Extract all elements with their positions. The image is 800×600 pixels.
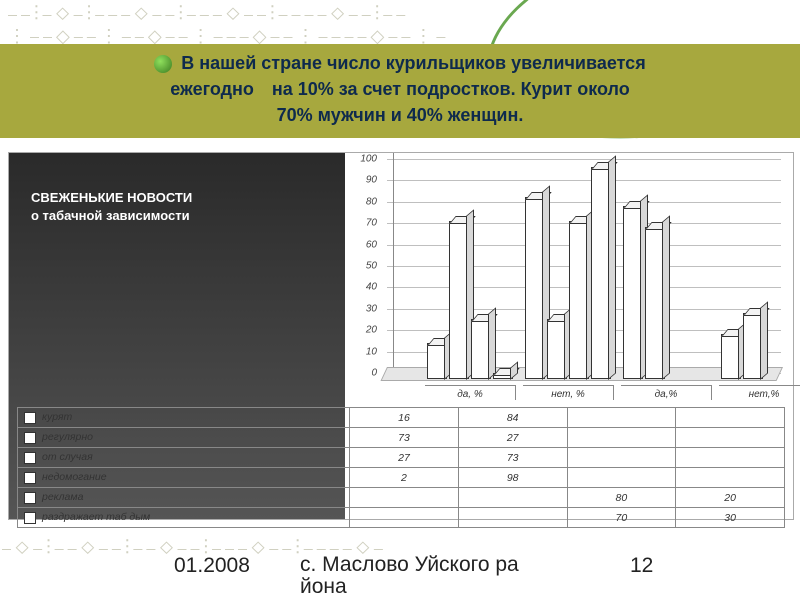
bar [743, 313, 763, 379]
y-tick-label: 80 [366, 196, 377, 207]
bar-group [525, 165, 615, 379]
table-cell [676, 448, 785, 468]
row-label: реклама [18, 488, 350, 508]
footer: 01.2008 с. Маслово Уйского ра йона 12 [0, 554, 800, 600]
table-cell: 80 [567, 488, 676, 508]
x-category-label: да,% [621, 385, 712, 400]
table-cell: 70 [567, 508, 676, 528]
bar [645, 227, 665, 379]
table-cell: 73 [350, 428, 459, 448]
table-cell [567, 428, 676, 448]
y-tick-label: 40 [366, 282, 377, 293]
y-tick-label: 90 [366, 175, 377, 186]
bar [721, 334, 741, 379]
table-cell: 27 [458, 428, 567, 448]
table-row: курят1684 [18, 408, 785, 428]
table-cell [567, 408, 676, 428]
table-cell: 2 [350, 468, 459, 488]
bar-group [721, 165, 800, 379]
y-tick-label: 30 [366, 303, 377, 314]
x-category-label: да, % [425, 385, 516, 400]
table-row: регулярно7327 [18, 428, 785, 448]
y-axis: 0102030405060708090100 [353, 159, 383, 379]
table-cell [676, 428, 785, 448]
table-row: раздражает таб дым 7030 [18, 508, 785, 528]
header-line-3: 70% мужчин и 40% женщин. [277, 105, 524, 125]
bullet-icon [154, 55, 172, 73]
table-cell [567, 468, 676, 488]
legend-box-icon [24, 512, 36, 524]
header-line-1: В нашей стране число курильщиков увеличи… [181, 53, 645, 73]
bar [427, 343, 447, 379]
data-table: курят1684регулярно7327от случая2773недом… [17, 407, 785, 528]
row-label: раздражает таб дым [18, 508, 350, 528]
header-text: В нашей стране число курильщиков увеличи… [0, 50, 800, 128]
legend-box-icon [24, 432, 36, 444]
bar [525, 197, 545, 379]
row-label: курят [18, 408, 350, 428]
table-row: недомогание298 [18, 468, 785, 488]
table-cell [350, 488, 459, 508]
footer-location: с. Маслово Уйского ра йона [300, 554, 519, 598]
plot-area: 0102030405060708090100 [353, 159, 785, 379]
bar [569, 221, 589, 379]
bar [591, 167, 611, 379]
table-cell: 20 [676, 488, 785, 508]
legend-box-icon [24, 492, 36, 504]
y-tick-label: 20 [366, 325, 377, 336]
table-cell [676, 408, 785, 428]
x-category-label: нет,% [719, 385, 800, 400]
sidebar-title-line2: о табачной зависимости [31, 208, 190, 223]
table-row: реклама 8020 [18, 488, 785, 508]
y-tick-label: 10 [366, 346, 377, 357]
bar [623, 206, 643, 379]
table-cell: 98 [458, 468, 567, 488]
table-cell: 30 [676, 508, 785, 528]
bar [471, 319, 491, 379]
row-label: недомогание [18, 468, 350, 488]
table-cell [567, 448, 676, 468]
y-tick-label: 70 [366, 218, 377, 229]
table-cell: 16 [350, 408, 459, 428]
bar [449, 221, 469, 379]
table-cell: 73 [458, 448, 567, 468]
table-cell: 84 [458, 408, 567, 428]
y-tick-label: 100 [360, 154, 377, 165]
footer-loc-line2: йона [300, 575, 347, 598]
legend-box-icon [24, 452, 36, 464]
chart-panel: СВЕЖЕНЬКИЕ НОВОСТИ о табачной зависимост… [8, 152, 794, 520]
table-cell [676, 468, 785, 488]
y-tick-label: 50 [366, 261, 377, 272]
table-cell [458, 508, 567, 528]
header-line-2: ежегодно на 10% за счет подростков. Кури… [170, 79, 629, 99]
bars-layer [387, 159, 781, 379]
table-cell [458, 488, 567, 508]
y-tick-label: 0 [371, 368, 377, 379]
legend-box-icon [24, 412, 36, 424]
footer-loc-line1: с. Маслово Уйского ра [300, 553, 519, 576]
table-cell: 27 [350, 448, 459, 468]
table-row: от случая2773 [18, 448, 785, 468]
row-label: от случая [18, 448, 350, 468]
footer-date: 01.2008 [174, 554, 250, 578]
y-tick-label: 60 [366, 239, 377, 250]
footer-page: 12 [630, 554, 653, 578]
bar-group [623, 165, 713, 379]
bar-group [427, 165, 517, 379]
x-category-label: нет, % [523, 385, 614, 400]
sidebar-title: СВЕЖЕНЬКИЕ НОВОСТИ о табачной зависимост… [31, 189, 331, 225]
table-cell [350, 508, 459, 528]
bar [493, 373, 513, 379]
legend-box-icon [24, 472, 36, 484]
x-axis-headers: да, %нет, %да,%нет,% [353, 385, 785, 405]
sidebar-title-line1: СВЕЖЕНЬКИЕ НОВОСТИ [31, 190, 192, 205]
bar [547, 319, 567, 379]
row-label: регулярно [18, 428, 350, 448]
molecule-pattern: ⎯⎯⋮⎯◇⎯⋮⎯⎯⎯◇⎯⎯⋮⎯⎯⎯◇⎯⎯⋮⎯⎯⎯⎯◇⎯⎯⋮⎯⎯ [8, 2, 409, 26]
